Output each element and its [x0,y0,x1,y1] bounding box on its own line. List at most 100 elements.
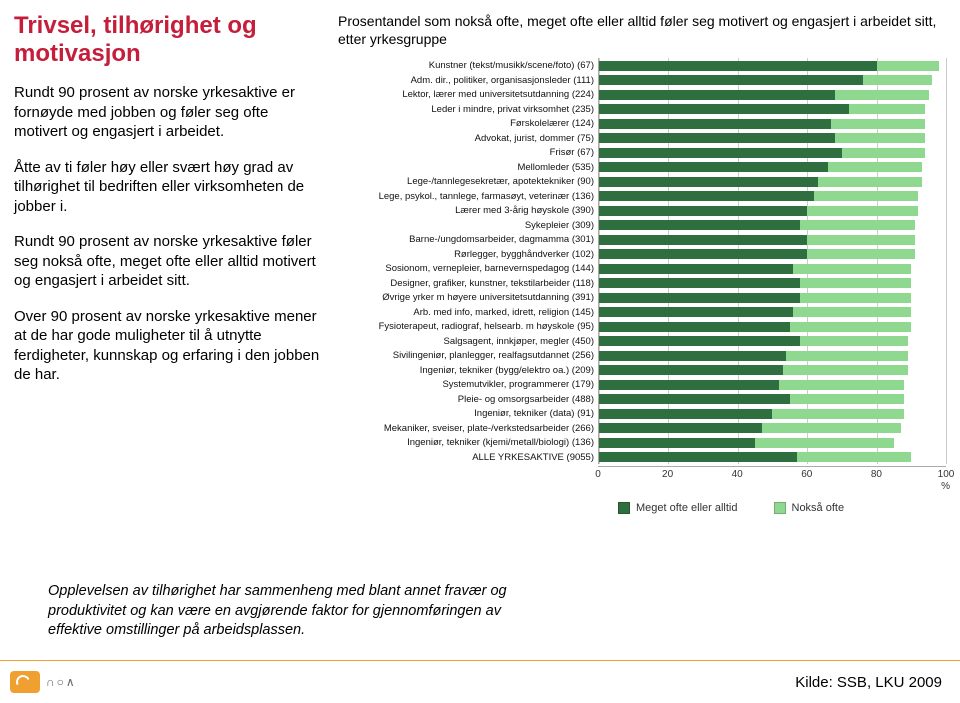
bar-segment-noksa [831,119,925,129]
bar-segment-noksa [807,206,918,216]
axis-tick-label: 100 [938,469,955,480]
chart-bar [599,380,904,390]
chart-bar [599,61,939,71]
bar-segment-meget [599,293,800,303]
bar-segment-meget [599,264,793,274]
bar-segment-meget [599,206,807,216]
chart-category-label: Lærer med 3-årig høyskole (390) [338,205,598,216]
bar-segment-noksa [842,148,925,158]
chart-category-label: Adm. dir., politiker, organisasjonsleder… [338,75,598,86]
bar-segment-meget [599,61,877,71]
bar-segment-meget [599,394,790,404]
chart-bar [599,90,929,100]
legend-item: Meget ofte eller alltid [618,502,738,514]
legend-label: Meget ofte eller alltid [636,502,738,514]
chart-bar [599,293,911,303]
chart-category-label: Barne-/ungdomsarbeider, dagmamma (301) [338,234,598,245]
chart-bar [599,119,925,129]
chart-category-label: Mellomleder (535) [338,162,598,173]
paragraph-3: Rundt 90 prosent av norske yrkesaktive f… [14,232,324,291]
left-column: Trivsel, tilhørighet og motivasjon Rundt… [14,12,324,514]
bar-segment-noksa [828,162,922,172]
chart-category-label: Lege-/tannlegesekretær, apotektekniker (… [338,176,598,187]
bar-segment-meget [599,162,828,172]
chart-category-label: Advokat, jurist, dommer (75) [338,133,598,144]
chart-bar [599,351,908,361]
bar-segment-noksa [863,75,932,85]
right-column: Prosentandel som nokså ofte, meget ofte … [338,12,946,514]
chart-bar [599,177,922,187]
bar-segment-noksa [779,380,904,390]
chart-bar [599,104,925,114]
bar-segment-noksa [790,322,911,332]
legend-label: Nokså ofte [792,502,845,514]
axis-tick-label: 40 [732,469,743,480]
chart-category-label: Ingeniør, tekniker (data) (91) [338,408,598,419]
chart-category-label: ALLE YRKESAKTIVE (9055) [338,452,598,463]
bar-segment-meget [599,380,779,390]
bar-segment-noksa [818,177,922,187]
chart-caption: Prosentandel som nokså ofte, meget ofte … [338,12,946,48]
chart-x-axis: % 020406080100 [598,466,946,480]
bar-segment-noksa [814,191,918,201]
chart-category-label: Øvrige yrker m høyere universitetsutdann… [338,292,598,303]
chart-category-label: Systemutvikler, programmerer (179) [338,379,598,390]
bar-segment-noksa [793,264,911,274]
bar-segment-meget [599,351,786,361]
chart-bar [599,220,915,230]
bar-segment-meget [599,423,762,433]
paragraph-4: Over 90 prosent av norske yrkesaktive me… [14,307,324,385]
bar-segment-noksa [755,438,894,448]
axis-tick-label: 60 [801,469,812,480]
axis-tick-label: 80 [871,469,882,480]
logo-mark-icon [10,671,40,693]
chart-category-label: Fysioterapeut, radiograf, helsearb. m hø… [338,321,598,332]
bar-segment-noksa [800,293,911,303]
chart-category-label: Rørlegger, bygghåndverker (102) [338,249,598,260]
chart-labels-column: Kunstner (tekst/musikk/scene/foto) (67) A… [338,58,598,464]
bar-segment-meget [599,322,790,332]
bar-segment-meget [599,307,793,317]
bar-segment-meget [599,365,783,375]
bar-segment-noksa [800,278,911,288]
chart-category-label: Mekaniker, sveiser, plate-/verkstedsarbe… [338,423,598,434]
chart-bar [599,438,894,448]
bar-segment-noksa [835,133,925,143]
bar-segment-meget [599,249,807,259]
chart-category-label: Sivilingeniør, planlegger, realfagsutdan… [338,350,598,361]
chart-bar [599,162,922,172]
bar-segment-meget [599,278,800,288]
chart-category-label: Kunstner (tekst/musikk/scene/foto) (67) [338,60,598,71]
footer-bar: ∩○∧ Kilde: SSB, LKU 2009 [0,661,960,703]
chart-category-label: Lege, psykol., tannlege, farmasøyt, vete… [338,191,598,202]
chart-bar [599,264,911,274]
bar-segment-meget [599,336,800,346]
bar-segment-noksa [807,249,915,259]
bar-segment-noksa [783,365,908,375]
chart-bar [599,278,911,288]
axis-unit: % [941,481,950,492]
chart-category-label: Arb. med info, marked, idrett, religion … [338,307,598,318]
bar-segment-noksa [807,235,915,245]
chart-bar [599,133,925,143]
chart-bar [599,365,908,375]
chart-bar [599,206,918,216]
bar-segment-noksa [772,409,904,419]
legend-swatch-icon [618,502,630,514]
chart-bar [599,423,901,433]
bar-segment-meget [599,220,800,230]
paragraph-2: Åtte av ti føler høy eller svært høy gra… [14,158,324,217]
bar-segment-meget [599,177,818,187]
bar-segment-noksa [797,452,912,462]
logo-text: ∩○∧ [46,675,77,689]
bar-segment-noksa [877,61,939,71]
chart-category-label: Sosionom, vernepleier, barnevernspedagog… [338,263,598,274]
bar-segment-noksa [800,220,915,230]
chart-bars-column: % 020406080100 Meget ofte eller alltidNo… [598,58,946,514]
chart-bar [599,452,911,462]
chart-bar [599,322,911,332]
bar-segment-noksa [790,394,905,404]
logo: ∩○∧ [10,671,77,693]
axis-tick-label: 20 [662,469,673,480]
chart-gridline [946,58,947,464]
